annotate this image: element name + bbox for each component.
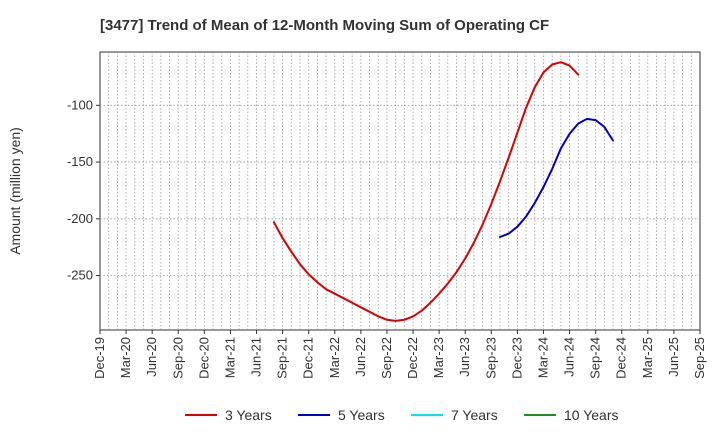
x-tick-label: Dec-21 [301, 337, 316, 379]
legend-label: 7 Years [451, 407, 498, 423]
x-tick-label: Sep-24 [588, 337, 603, 379]
legend: 3 Years 5 Years 7 Years 10 Years [185, 407, 619, 423]
x-tick-label: Mar-21 [222, 337, 237, 378]
grid-lines [100, 52, 700, 330]
x-tick-label: Sep-20 [170, 337, 185, 379]
y-axis-ticks: -100 -150 -200 -250 [67, 97, 100, 283]
x-tick-label: Mar-23 [431, 337, 446, 378]
x-tick-label: Dec-20 [196, 337, 211, 379]
series-line-3-years [272, 61, 580, 322]
x-tick-label: Mar-24 [535, 337, 550, 378]
x-tick-label: Sep-22 [379, 337, 394, 379]
x-tick-label: Mar-25 [640, 337, 655, 378]
chart-title: [3477] Trend of Mean of 12-Month Moving … [100, 17, 549, 34]
series-line-5-years [499, 117, 614, 238]
legend-label: 3 Years [225, 407, 272, 423]
plot-area [99, 51, 701, 331]
x-tick-label: Jun-25 [666, 337, 681, 377]
x-tick-label: Dec-23 [509, 337, 524, 379]
x-tick-label: Sep-23 [483, 337, 498, 379]
x-tick-label: Dec-22 [405, 337, 420, 379]
x-tick-label: Sep-21 [275, 337, 290, 379]
x-tick-label: Jun-23 [457, 337, 472, 377]
legend-label: 5 Years [338, 407, 385, 423]
series-lines [272, 61, 614, 322]
x-tick-label: Mar-20 [118, 337, 133, 378]
x-tick-label: Mar-22 [327, 337, 342, 378]
x-tick-label: Dec-24 [614, 337, 629, 379]
y-axis-label: Amount (million yen) [7, 127, 23, 255]
y-tick-label: -150 [67, 154, 93, 169]
y-tick-label: -100 [67, 97, 93, 112]
x-tick-label: Jun-24 [562, 337, 577, 377]
x-tick-label: Jun-20 [144, 337, 159, 377]
y-tick-label: -250 [67, 268, 93, 283]
legend-label: 10 Years [564, 407, 619, 423]
x-tick-label: Dec-19 [92, 337, 107, 379]
y-tick-label: -200 [67, 211, 93, 226]
x-tick-label: Jun-22 [353, 337, 368, 377]
x-axis-ticks: Dec-19 Mar-20 Jun-20 Sep-20 Dec-20 Mar-21 Jun-… [92, 330, 707, 379]
x-tick-label: Sep-25 [692, 337, 707, 379]
x-tick-label: Jun-21 [249, 337, 264, 377]
